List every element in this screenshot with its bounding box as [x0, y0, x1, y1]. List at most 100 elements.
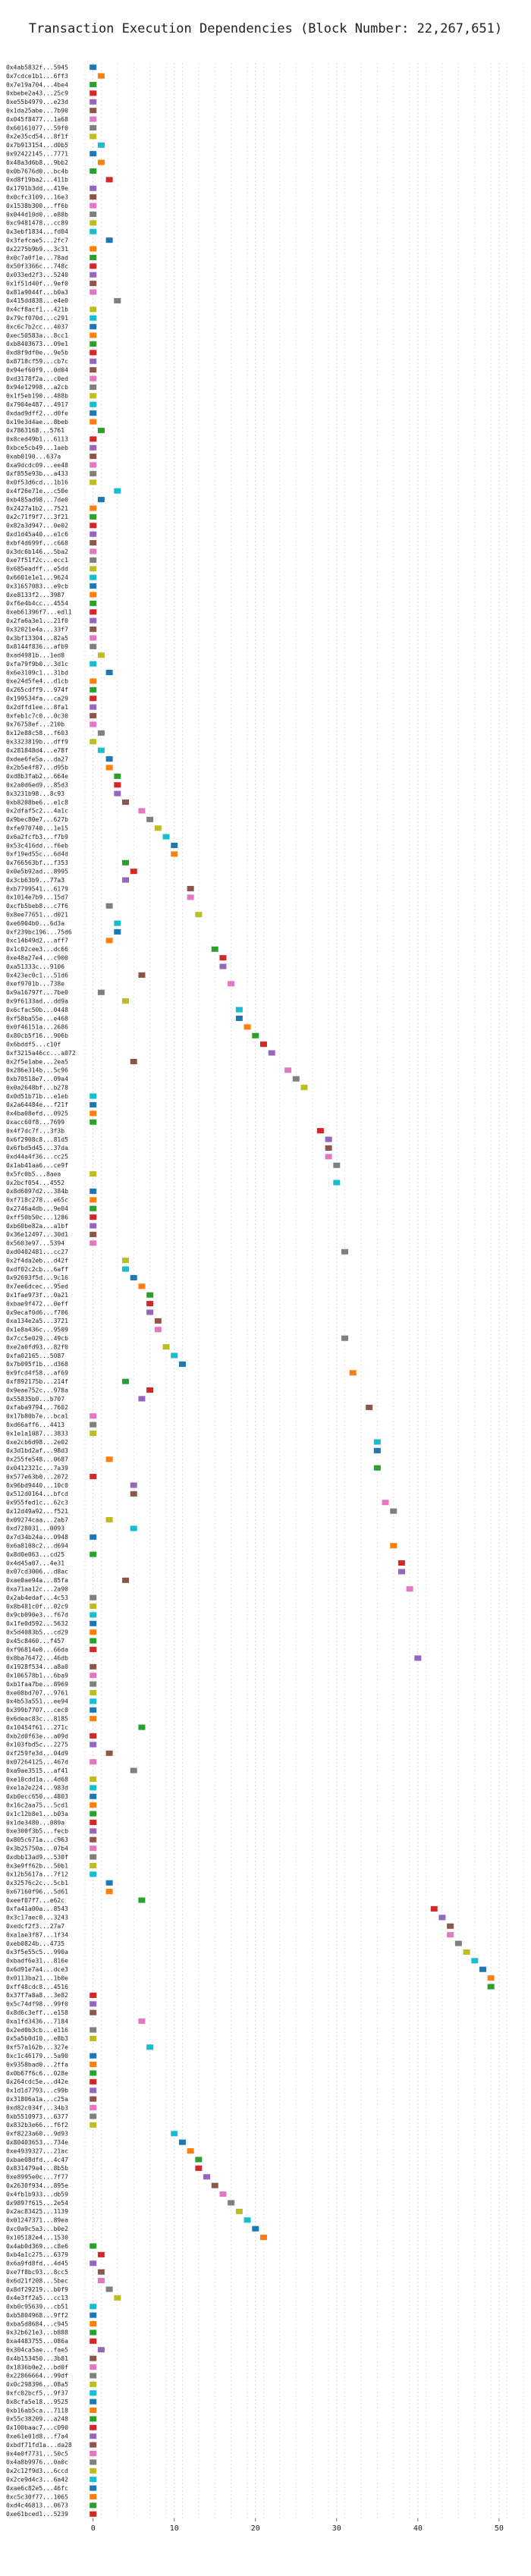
- tx-label: 0x7e19a704...4be4: [6, 81, 68, 88]
- tx-marker: [373, 1447, 381, 1453]
- tx-label: 0x1ab41aa6...ce9f: [6, 1162, 68, 1169]
- tx-label: 0x9eae752c...978a: [6, 1387, 68, 1393]
- tx-label: 0x3d1bd2af...98d3: [6, 1447, 68, 1454]
- tx-marker: [90, 548, 97, 554]
- tx-marker: [90, 1871, 97, 1877]
- tx-label: 0x17b80b7e...bca1: [6, 1413, 68, 1420]
- tx-label: 0xf239bc196...75d6: [6, 928, 72, 935]
- tx-marker: [90, 600, 97, 606]
- tx-label: 0x100baac7...c090: [6, 2424, 68, 2431]
- tx-marker: [122, 1258, 130, 1264]
- tx-label: 0x106578b1...6ba9: [6, 1673, 68, 1679]
- tx-label: 0xb2d0f63e...a09d: [6, 1733, 68, 1739]
- tx-marker: [90, 2338, 97, 2344]
- tx-marker: [122, 1378, 130, 1384]
- tx-label: 0x255fe548...0687: [6, 1456, 68, 1463]
- tx-marker: [90, 1620, 97, 1626]
- tx-label: 0x033ed2f3...5240: [6, 272, 68, 278]
- tx-label: 0xb0ecc650...4803: [6, 1793, 68, 1800]
- tx-label: 0x0b67f6c6...028e: [6, 2070, 68, 2077]
- tx-label: 0x2ce9d4c3...6a42: [6, 2477, 68, 2483]
- tx-label: 0xfeb1c7c0...0c30: [6, 712, 68, 719]
- tx-marker: [90, 1689, 97, 1696]
- tx-marker: [90, 1551, 97, 1557]
- tx-marker: [90, 1733, 97, 1739]
- tx-marker: [90, 445, 97, 451]
- tx-marker: [90, 2416, 97, 2422]
- tx-marker: [90, 2424, 97, 2430]
- tx-label: 0x2275b9b9...3c31: [6, 246, 68, 253]
- tx-marker: [90, 2442, 97, 2448]
- tx-label: 0xe8133f2...3987: [6, 592, 64, 598]
- tx-marker: [90, 203, 97, 209]
- tx-marker: [219, 963, 227, 969]
- tx-label: 0x45c8460...f457: [6, 1638, 64, 1645]
- tx-marker: [90, 272, 97, 278]
- tx-marker: [90, 2373, 97, 2379]
- tx-marker: [211, 2182, 218, 2188]
- tx-label: 0x2c71f9f7...3f21: [6, 514, 68, 520]
- tx-label: 0xe300f3b5...fecb: [6, 1828, 68, 1835]
- tx-label: 0x7b095f1b...d368: [6, 1361, 68, 1368]
- tx-marker: [90, 2009, 97, 2015]
- tx-marker: [97, 427, 105, 433]
- tx-marker: [90, 324, 97, 330]
- tx-marker: [228, 981, 235, 987]
- tx-label: 0xc14b49d2...aff7: [6, 938, 68, 944]
- tx-marker: [90, 2459, 97, 2465]
- tx-label: 0x0f53d6cd...1b16: [6, 479, 68, 486]
- tx-label: 0x6deac83c...8185: [6, 1715, 68, 1722]
- tx-marker: [90, 2035, 97, 2041]
- tx-marker: [252, 1032, 259, 1038]
- tx-label: 0x2bcf054...4552: [6, 1180, 64, 1186]
- tx-marker: [90, 2493, 97, 2500]
- tx-label: 0x512d0164...bfcd: [6, 1491, 68, 1497]
- tx-marker: [90, 375, 97, 382]
- tx-label: 0x31806a1a...c25a: [6, 2096, 68, 2103]
- tx-marker: [90, 401, 97, 407]
- tx-label: 0x8ba76472...46db: [6, 1655, 68, 1662]
- tx-label: 0xa1ae3f87...1f34: [6, 1931, 68, 1938]
- tx-label: 0x82a3d947...0e02: [6, 523, 68, 529]
- tx-label: 0x6d91e7a4...dce3: [6, 1966, 68, 1973]
- tx-label: 0x19e3d4ae...8beb: [6, 419, 68, 426]
- tx-label: 0xf58ba55e...e468: [6, 1015, 68, 1022]
- tx-marker: [154, 1318, 162, 1324]
- tx-marker: [333, 1180, 341, 1186]
- tx-label: 0x4ab5832f...5945: [6, 64, 68, 71]
- x-tick-label: 50: [495, 2524, 504, 2533]
- tx-label: 0x1f5eb190...488b: [6, 393, 68, 400]
- tx-label: 0x955fed1c...62c3: [6, 1500, 68, 1506]
- tx-marker: [97, 142, 105, 148]
- tx-marker: [122, 877, 130, 883]
- tx-label: 0x0b7676d0...bc4b: [6, 168, 68, 174]
- tx-marker: [90, 1828, 97, 1834]
- tx-label: 0x9bec80e7...627b: [6, 816, 68, 823]
- tx-label: 0xfc02bcf5...9f37: [6, 2390, 68, 2397]
- tx-label: 0x09274caa...2ab7: [6, 1516, 68, 1523]
- tx-marker: [90, 609, 97, 615]
- tx-marker: [90, 1474, 97, 1480]
- tx-marker: [178, 2139, 186, 2145]
- tx-marker: [171, 851, 178, 857]
- tx-label: 0x9897f615...2e54: [6, 2200, 68, 2207]
- tx-label: 0x9fcd4f58...af69: [6, 1370, 68, 1377]
- tx-marker: [171, 2131, 178, 2137]
- tx-marker: [90, 1811, 97, 1817]
- tx-label: 0xdad9dff2...d0fe: [6, 410, 68, 416]
- tx-label: 0xbf4d699f...c668: [6, 539, 68, 546]
- tx-marker: [325, 1154, 332, 1160]
- tx-label: 0x80403653...734e: [6, 2139, 68, 2146]
- tx-marker: [90, 1716, 97, 1722]
- tx-label: 0x8718cf59...cb7c: [6, 358, 68, 365]
- tx-label: 0x1de3480...089a: [6, 1819, 64, 1826]
- tx-label: 0x3e9ff62b...50b1: [6, 1862, 68, 1869]
- tx-marker: [122, 1266, 130, 1272]
- tx-label: 0x045f8477...1a68: [6, 116, 68, 123]
- tx-label: 0x6cfac50b...0448: [6, 1007, 68, 1013]
- tx-marker: [235, 1007, 243, 1013]
- tx-marker: [97, 497, 105, 503]
- tx-marker: [463, 1949, 470, 1955]
- tx-label: 0x265cdff9...974f: [6, 686, 68, 693]
- tx-marker: [397, 1560, 405, 1566]
